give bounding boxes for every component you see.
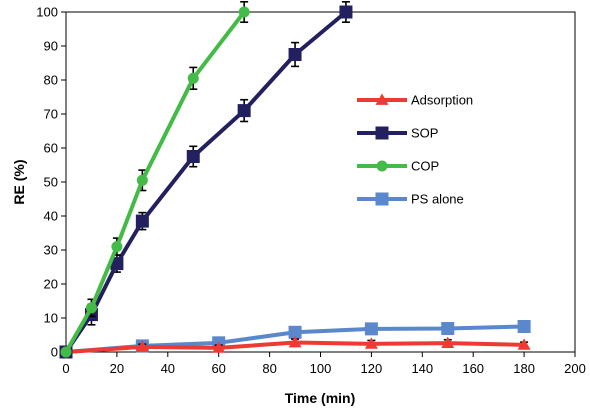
data-point (135, 340, 149, 352)
x-tick-label: 0 (62, 361, 69, 376)
series-sop (59, 0, 353, 359)
x-tick-label: 60 (211, 361, 225, 376)
x-tick-label: 140 (411, 361, 433, 376)
legend-item-sop: SOP (357, 126, 438, 141)
data-point (339, 5, 353, 19)
legend-item-ps-alone: PS alone (357, 192, 464, 207)
y-tick-label: 80 (44, 73, 58, 88)
data-point (441, 336, 455, 349)
x-tick-label: 20 (110, 361, 124, 376)
data-point (187, 72, 199, 84)
y-tick-label: 10 (44, 311, 58, 326)
series-cop (60, 0, 250, 358)
x-axis: 0 20 40 60 80 100 120 140 160 180 200 (62, 352, 586, 376)
y-tick-label: 0 (51, 345, 58, 360)
x-tick-label: 160 (462, 361, 484, 376)
data-point (85, 302, 97, 314)
y-tick-label: 60 (44, 141, 58, 156)
legend-item-cop: COP (357, 159, 439, 174)
legend-label: COP (411, 159, 439, 174)
x-tick-label: 180 (513, 361, 535, 376)
data-point (238, 6, 250, 18)
y-tick-label: 90 (44, 39, 58, 54)
x-tick-label: 120 (361, 361, 383, 376)
data-point (212, 341, 226, 353)
data-point (186, 150, 200, 163)
data-point (517, 338, 531, 350)
data-point (288, 48, 302, 61)
series-layer (59, 0, 531, 359)
data-point (441, 322, 455, 336)
legend-marker (375, 126, 389, 140)
data-point (364, 322, 378, 336)
data-point (111, 241, 123, 253)
y-tick-label: 20 (44, 277, 58, 292)
y-tick-label: 50 (44, 175, 58, 190)
legend-label: PS alone (411, 192, 464, 207)
data-point (110, 257, 124, 271)
y-tick-label: 30 (44, 243, 58, 258)
x-tick-label: 100 (310, 361, 332, 376)
data-point (517, 320, 531, 333)
x-tick-label: 40 (161, 361, 175, 376)
data-point (288, 325, 302, 339)
legend-marker (375, 192, 389, 206)
legend-label: SOP (411, 126, 438, 141)
series-adsorption (59, 335, 531, 357)
y-tick-label: 100 (36, 5, 58, 20)
y-tick-label: 70 (44, 107, 58, 122)
y-axis-title: RE (%) (11, 159, 27, 204)
legend-label: Adsorption (411, 93, 473, 108)
legend: Adsorption SOP COP PS alone (357, 93, 473, 207)
data-point (60, 346, 72, 358)
data-point (237, 104, 251, 118)
y-tick-label: 40 (44, 209, 58, 224)
series-line (64, 10, 246, 353)
data-point (136, 174, 148, 186)
y-axis: 0 10 20 30 40 50 60 70 80 90 100 (36, 5, 66, 360)
data-point (135, 214, 149, 228)
x-tick-label: 80 (262, 361, 276, 376)
x-tick-label: 200 (564, 361, 586, 376)
data-point (364, 337, 378, 349)
legend-marker (376, 160, 388, 172)
legend-marker (375, 93, 389, 105)
legend-item-adsorption: Adsorption (357, 93, 473, 108)
x-axis-title: Time (min) (285, 390, 356, 406)
data-point (288, 335, 302, 348)
